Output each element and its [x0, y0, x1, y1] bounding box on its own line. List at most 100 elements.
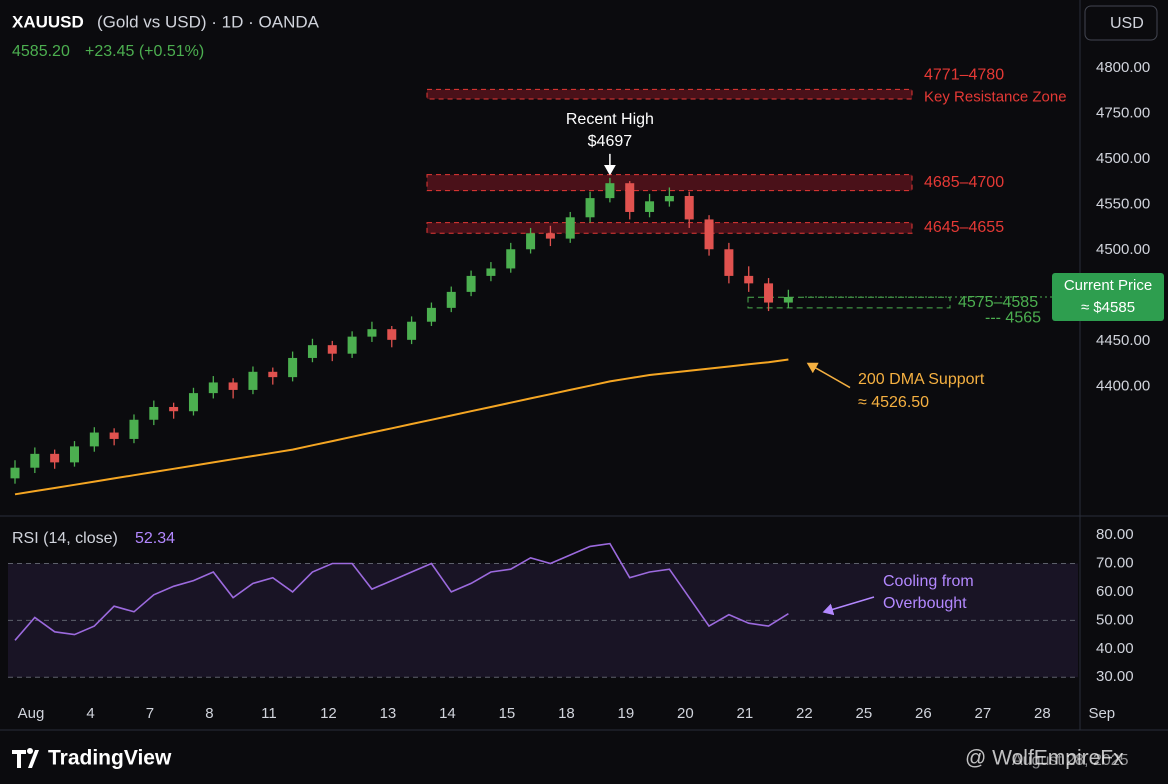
- resistance-zone: [426, 222, 913, 234]
- x-tick-label: 25: [856, 705, 873, 722]
- candle-body: [466, 275, 476, 292]
- x-tick-label: 7: [146, 705, 154, 722]
- dma-label: 200 DMA Support: [858, 371, 985, 388]
- candle-body: [30, 453, 40, 468]
- candle-body: [347, 336, 357, 354]
- zone-label: 4771–4780: [924, 67, 1004, 84]
- x-tick-label: 21: [737, 705, 754, 722]
- candle-body: [149, 406, 159, 420]
- candle-body: [426, 307, 436, 322]
- rsi-tick-label: 40.00: [1096, 640, 1134, 657]
- symbol-description: (Gold vs USD) · 1D · OANDA: [97, 12, 320, 31]
- zone-note: Key Resistance Zone: [924, 88, 1067, 105]
- rsi-title: RSI (14, close): [12, 530, 118, 547]
- x-tick-label: 18: [558, 705, 575, 722]
- rsi-tick-label: 70.00: [1096, 554, 1134, 571]
- candle-body: [169, 406, 179, 412]
- price-axis-label: 4500.00: [1096, 150, 1150, 167]
- candle-body: [446, 291, 456, 308]
- x-tick-label: 12: [320, 705, 337, 722]
- support-band-label: 4575–4585: [958, 294, 1038, 311]
- x-tick-label: 28: [1034, 705, 1051, 722]
- current-price-value: ≈ $4585: [1081, 299, 1135, 316]
- candle-body: [268, 371, 278, 378]
- candle-body: [228, 382, 238, 390]
- currency-label[interactable]: USD: [1110, 15, 1144, 32]
- candle-body: [783, 297, 793, 303]
- candle-body: [684, 195, 694, 220]
- candle-body: [625, 183, 635, 212]
- price-axis-label: 4800.00: [1096, 59, 1150, 76]
- candle-body: [109, 432, 119, 439]
- candle-body: [307, 345, 317, 358]
- candle-body: [208, 382, 218, 394]
- candle-body: [367, 329, 377, 337]
- moving-average: [14, 358, 789, 496]
- candle-body: [744, 275, 754, 284]
- current-price-tag: [1052, 273, 1164, 321]
- candle-body: [645, 201, 655, 212]
- rsi-tick-label: 30.00: [1096, 668, 1134, 685]
- x-tick-label: 14: [439, 705, 456, 722]
- rsi-annotation-arrow: [822, 596, 875, 616]
- candle-body: [327, 345, 337, 354]
- price-axis-label: 4500.00: [1096, 241, 1150, 258]
- candle-body: [724, 249, 734, 276]
- candle-body: [129, 419, 139, 439]
- x-tick-label: 13: [380, 705, 397, 722]
- price-axis-label: 4550.00: [1096, 195, 1150, 212]
- candle-body: [704, 219, 714, 250]
- recent-high-label: Recent High: [566, 111, 654, 128]
- x-tick-label: Sep: [1088, 705, 1115, 722]
- candle-body: [248, 371, 258, 390]
- candle-body: [387, 329, 397, 340]
- support-level-label: --- 4565: [985, 310, 1041, 327]
- currency-button[interactable]: [1084, 5, 1158, 41]
- zone-label: 4685–4700: [924, 174, 1004, 191]
- x-tick-label: 11: [261, 705, 277, 722]
- rsi-value: 52.34: [135, 530, 175, 547]
- candle-body: [486, 268, 496, 276]
- x-tick-label: 27: [974, 705, 991, 722]
- candle-body: [664, 195, 674, 202]
- candle-body: [288, 357, 298, 378]
- dma-value: ≈ 4526.50: [858, 394, 929, 411]
- x-tick-label: 8: [205, 705, 213, 722]
- brand: TradingView: [48, 747, 172, 770]
- rsi-line: [14, 542, 789, 641]
- x-tick-label: 19: [618, 705, 635, 722]
- rsi-tick-label: 50.00: [1096, 611, 1134, 628]
- tradingview-logo: [12, 748, 39, 768]
- price-change: +23.45 (+0.51%): [85, 43, 204, 60]
- candle-body: [89, 432, 99, 447]
- x-tick-label: 4: [86, 705, 94, 722]
- price-axis-label: 4750.00: [1096, 104, 1150, 121]
- recent-high-value: $4697: [588, 133, 633, 150]
- support-band: [747, 296, 951, 309]
- candle-body: [407, 321, 417, 340]
- dma-arrow: [806, 362, 851, 389]
- rsi-tick-label: 80.00: [1096, 526, 1134, 543]
- candle-body: [506, 249, 516, 269]
- x-tick-label: 15: [499, 705, 516, 722]
- zone-label: 4645–4655: [924, 219, 1004, 236]
- rsi-annotation: Overbought: [883, 595, 967, 612]
- candle-body: [10, 467, 20, 479]
- candle-body: [764, 283, 774, 303]
- x-tick-label: 20: [677, 705, 694, 722]
- candle-body: [50, 453, 60, 463]
- symbol: XAUUSD: [12, 12, 84, 31]
- last-price: 4585.20: [12, 43, 70, 60]
- date-stamp: August 28, 2025: [1012, 752, 1129, 769]
- candle-body: [69, 446, 79, 463]
- candle-body: [585, 198, 595, 218]
- price-axis-label: 4450.00: [1096, 332, 1150, 349]
- rsi-annotation: Cooling from: [883, 573, 974, 590]
- candle-body: [526, 233, 536, 250]
- x-tick-label: Aug: [18, 705, 45, 722]
- candle-body: [565, 217, 575, 239]
- watermark: @ WolfEmpireFx: [965, 747, 1124, 770]
- resistance-zone: [426, 88, 913, 100]
